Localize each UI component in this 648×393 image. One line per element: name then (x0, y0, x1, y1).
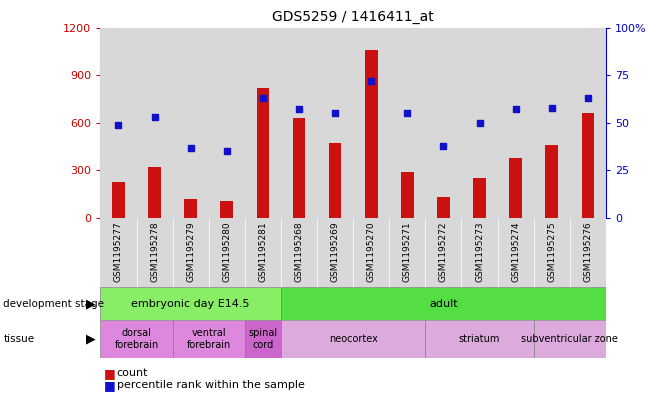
Text: ■: ■ (104, 367, 115, 380)
Bar (112, 182, 125, 218)
Text: percentile rank within the sample: percentile rank within the sample (117, 380, 305, 390)
Bar (137, 28, 172, 218)
Point (438, 143, 448, 149)
Bar (317, 28, 353, 218)
Bar (498, 28, 534, 218)
Text: ▶: ▶ (86, 297, 95, 310)
Text: GSM1195280: GSM1195280 (222, 222, 231, 282)
Text: neocortex: neocortex (329, 334, 378, 344)
Text: GSM1195271: GSM1195271 (403, 222, 412, 282)
Text: ventral
forebrain: ventral forebrain (187, 328, 231, 350)
Text: striatum: striatum (459, 334, 500, 344)
Point (474, 119, 485, 126)
Text: GSM1195269: GSM1195269 (330, 222, 340, 282)
Point (185, 145, 196, 151)
Bar (100, 287, 281, 320)
Bar (100, 320, 172, 358)
Bar (100, 28, 137, 218)
Point (583, 95, 593, 101)
Bar (546, 145, 558, 218)
Bar (473, 178, 486, 218)
Bar (437, 197, 450, 218)
Bar (509, 158, 522, 218)
Bar (581, 113, 594, 218)
Bar (293, 118, 305, 218)
Text: GSM1195275: GSM1195275 (547, 222, 556, 282)
Bar (281, 287, 606, 320)
Point (150, 114, 160, 120)
Bar (329, 143, 341, 218)
Bar (401, 172, 413, 218)
Bar (220, 201, 233, 218)
Bar (257, 88, 269, 218)
Point (366, 78, 376, 84)
Point (113, 121, 124, 128)
Text: GSM1195278: GSM1195278 (150, 222, 159, 282)
Text: GSM1195279: GSM1195279 (186, 222, 195, 282)
Point (511, 107, 521, 113)
Text: count: count (117, 368, 148, 378)
Bar (425, 28, 461, 218)
Text: GSM1195273: GSM1195273 (475, 222, 484, 282)
Bar (172, 320, 245, 358)
Text: subventricular zone: subventricular zone (522, 334, 618, 344)
Text: tissue: tissue (3, 334, 34, 344)
Bar (425, 320, 534, 358)
Text: GSM1195268: GSM1195268 (294, 222, 303, 282)
Text: ■: ■ (104, 378, 115, 392)
Point (546, 105, 557, 111)
Bar (185, 199, 197, 218)
Bar (461, 28, 498, 218)
Point (330, 110, 340, 116)
Bar (353, 28, 389, 218)
Bar (365, 50, 378, 218)
Text: development stage: development stage (3, 299, 104, 309)
Bar (570, 28, 606, 218)
Text: GSM1195281: GSM1195281 (259, 222, 268, 282)
Bar (172, 28, 209, 218)
Point (222, 148, 232, 154)
Text: spinal
cord: spinal cord (248, 328, 277, 350)
Point (294, 107, 304, 113)
Text: adult: adult (429, 299, 457, 309)
Bar (281, 28, 317, 218)
Point (402, 110, 413, 116)
Bar (389, 28, 425, 218)
Title: GDS5259 / 1416411_at: GDS5259 / 1416411_at (272, 10, 434, 24)
Point (258, 95, 268, 101)
Text: GSM1195272: GSM1195272 (439, 222, 448, 282)
Text: GSM1195274: GSM1195274 (511, 222, 520, 282)
Text: GSM1195276: GSM1195276 (583, 222, 592, 282)
Bar (534, 320, 606, 358)
Bar (148, 167, 161, 218)
Bar (245, 28, 281, 218)
Bar (245, 320, 281, 358)
Text: ▶: ▶ (86, 332, 95, 345)
Text: dorsal
forebrain: dorsal forebrain (115, 328, 159, 350)
Text: embryonic day E14.5: embryonic day E14.5 (132, 299, 250, 309)
Bar (281, 320, 425, 358)
Bar (100, 218, 606, 287)
Text: GSM1195277: GSM1195277 (114, 222, 123, 282)
Text: GSM1195270: GSM1195270 (367, 222, 376, 282)
Bar (209, 28, 245, 218)
Bar (534, 28, 570, 218)
